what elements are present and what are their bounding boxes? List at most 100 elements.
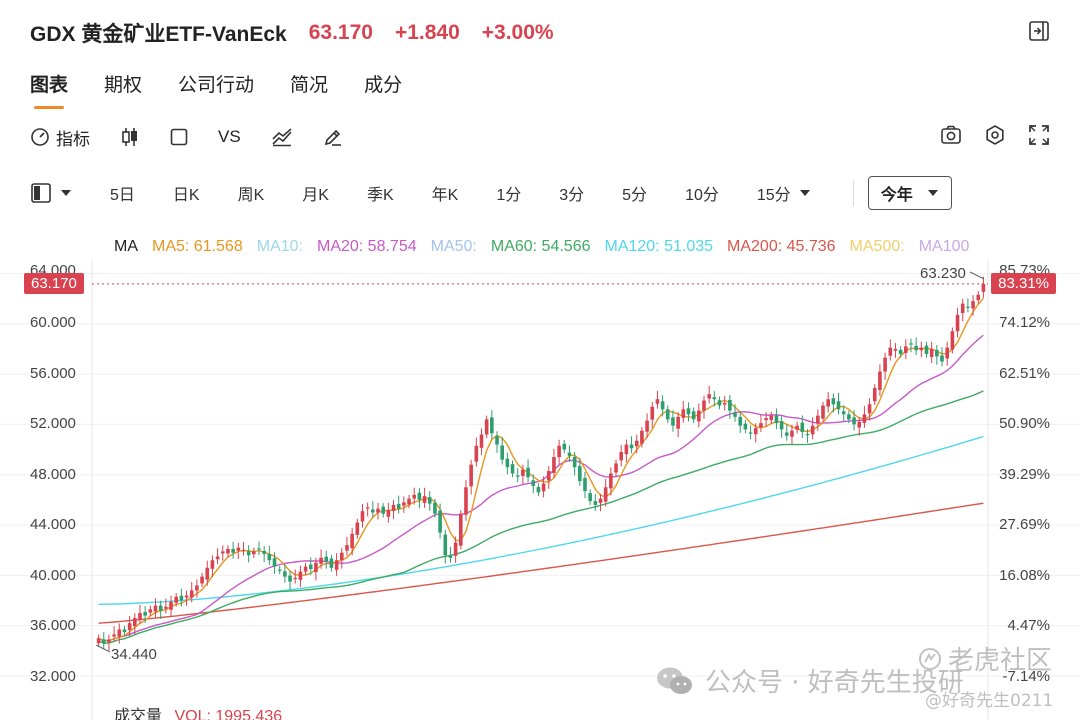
square-icon[interactable] <box>170 128 188 146</box>
candle-body <box>422 496 427 503</box>
candle-body <box>484 419 489 435</box>
candle-body <box>427 497 432 504</box>
period-1min[interactable]: 1分 <box>496 187 522 204</box>
tab-profile[interactable]: 简况 <box>290 75 329 96</box>
candle-body <box>816 415 820 424</box>
tab-options[interactable]: 期权 <box>104 75 143 96</box>
candle-body <box>490 417 494 434</box>
candle-body <box>308 564 313 570</box>
legend-ma200: MA200: 45.736 <box>727 238 836 255</box>
camera-icon[interactable] <box>940 124 962 146</box>
candle-body <box>148 609 153 613</box>
collapse-panel-icon[interactable] <box>1028 20 1050 42</box>
candle-body <box>976 294 981 301</box>
candle-body <box>578 466 582 482</box>
tab-components[interactable]: 成分 <box>364 75 403 96</box>
range-select-label: 今年 <box>880 187 913 204</box>
candle-body <box>391 504 396 511</box>
candle-body <box>955 314 960 332</box>
candle-body <box>707 394 711 399</box>
candle-body <box>334 560 339 570</box>
legend-ma5: MA5: 61.568 <box>152 238 243 255</box>
candle-body <box>314 562 318 573</box>
tab-corporate-actions[interactable]: 公司行动 <box>178 75 255 96</box>
period-week[interactable]: 周K <box>237 187 265 204</box>
candle-body <box>557 445 561 458</box>
fullscreen-icon[interactable] <box>1028 124 1050 146</box>
range-select[interactable]: 今年 <box>867 176 952 210</box>
period-3min[interactable]: 3分 <box>559 187 585 204</box>
candle-body <box>464 487 468 515</box>
y-tick: 48.000 <box>30 466 76 483</box>
layout-icon <box>31 183 51 203</box>
price-chart[interactable] <box>0 220 1080 720</box>
pen-draw-icon[interactable] <box>323 127 343 147</box>
candle-body <box>790 430 794 437</box>
candle-body <box>733 412 737 417</box>
y-tick: 60.000 <box>30 314 76 331</box>
period-15min-select[interactable]: 15分 <box>757 181 811 205</box>
candle-body <box>929 348 934 357</box>
current-percent-tag: 83.31% <box>991 273 1056 294</box>
volume-value: VOL: 1995.436 <box>174 708 283 720</box>
candle-body <box>691 411 696 420</box>
candle-body <box>624 444 629 455</box>
candle-body <box>174 596 179 603</box>
period-10min[interactable]: 10分 <box>685 187 719 204</box>
candle-body <box>339 552 344 561</box>
candle-body <box>329 558 334 568</box>
current-price-tag: 63.170 <box>24 273 84 294</box>
candle-body <box>831 398 836 405</box>
candle-body <box>283 571 287 577</box>
candle-body <box>272 558 277 567</box>
candle-body <box>800 422 805 432</box>
pct-tick: 74.12% <box>999 314 1050 331</box>
candle-body <box>158 605 163 611</box>
y-tick: 32.000 <box>30 668 76 685</box>
candle-body <box>448 555 453 558</box>
candle-body <box>122 629 127 632</box>
candle-body <box>919 347 924 351</box>
candlestick-icon[interactable] <box>120 126 140 148</box>
candle-body <box>903 346 908 353</box>
caret-down-icon <box>799 190 810 196</box>
divider <box>852 180 854 206</box>
candle-body <box>505 458 510 468</box>
compare-button[interactable]: VS <box>218 127 241 146</box>
candle-body <box>821 405 825 419</box>
chart-style-select[interactable] <box>30 182 72 204</box>
candle-body <box>195 585 199 591</box>
candle-body <box>458 513 463 546</box>
trend-chart-icon[interactable] <box>271 127 293 147</box>
indicator-button[interactable]: 指标 <box>30 125 90 150</box>
candle-body <box>572 456 577 468</box>
candle-body <box>966 306 970 308</box>
pct-tick: 50.90% <box>999 415 1050 432</box>
candle-body <box>847 414 851 420</box>
candle-body <box>697 410 701 422</box>
period-day[interactable]: 日K <box>172 187 200 204</box>
watermark-community: 老虎社区 <box>918 640 1052 677</box>
candle-body <box>324 556 329 562</box>
period-5d[interactable]: 5日 <box>110 187 135 204</box>
ma120-line <box>98 435 984 605</box>
candle-body <box>231 548 235 553</box>
period-year[interactable]: 年K <box>431 187 459 204</box>
candle-body <box>629 444 634 449</box>
candle-body <box>614 463 618 473</box>
y-tick: 56.000 <box>30 365 76 382</box>
gear-icon[interactable] <box>984 124 1006 146</box>
legend-ma20: MA20: 58.754 <box>316 238 417 255</box>
candle-body <box>717 400 722 406</box>
period-quarter[interactable]: 季K <box>366 187 394 204</box>
candle-body <box>598 498 603 503</box>
period-5min[interactable]: 5分 <box>622 187 648 204</box>
candle-body <box>200 576 204 584</box>
candle-body <box>453 542 458 556</box>
tab-chart[interactable]: 图表 <box>30 70 68 109</box>
candle-body <box>883 357 887 372</box>
legend-ma50: MA50: <box>430 238 477 255</box>
candle-body <box>510 464 515 474</box>
candle-body <box>153 605 158 612</box>
period-month[interactable]: 月K <box>302 187 329 204</box>
